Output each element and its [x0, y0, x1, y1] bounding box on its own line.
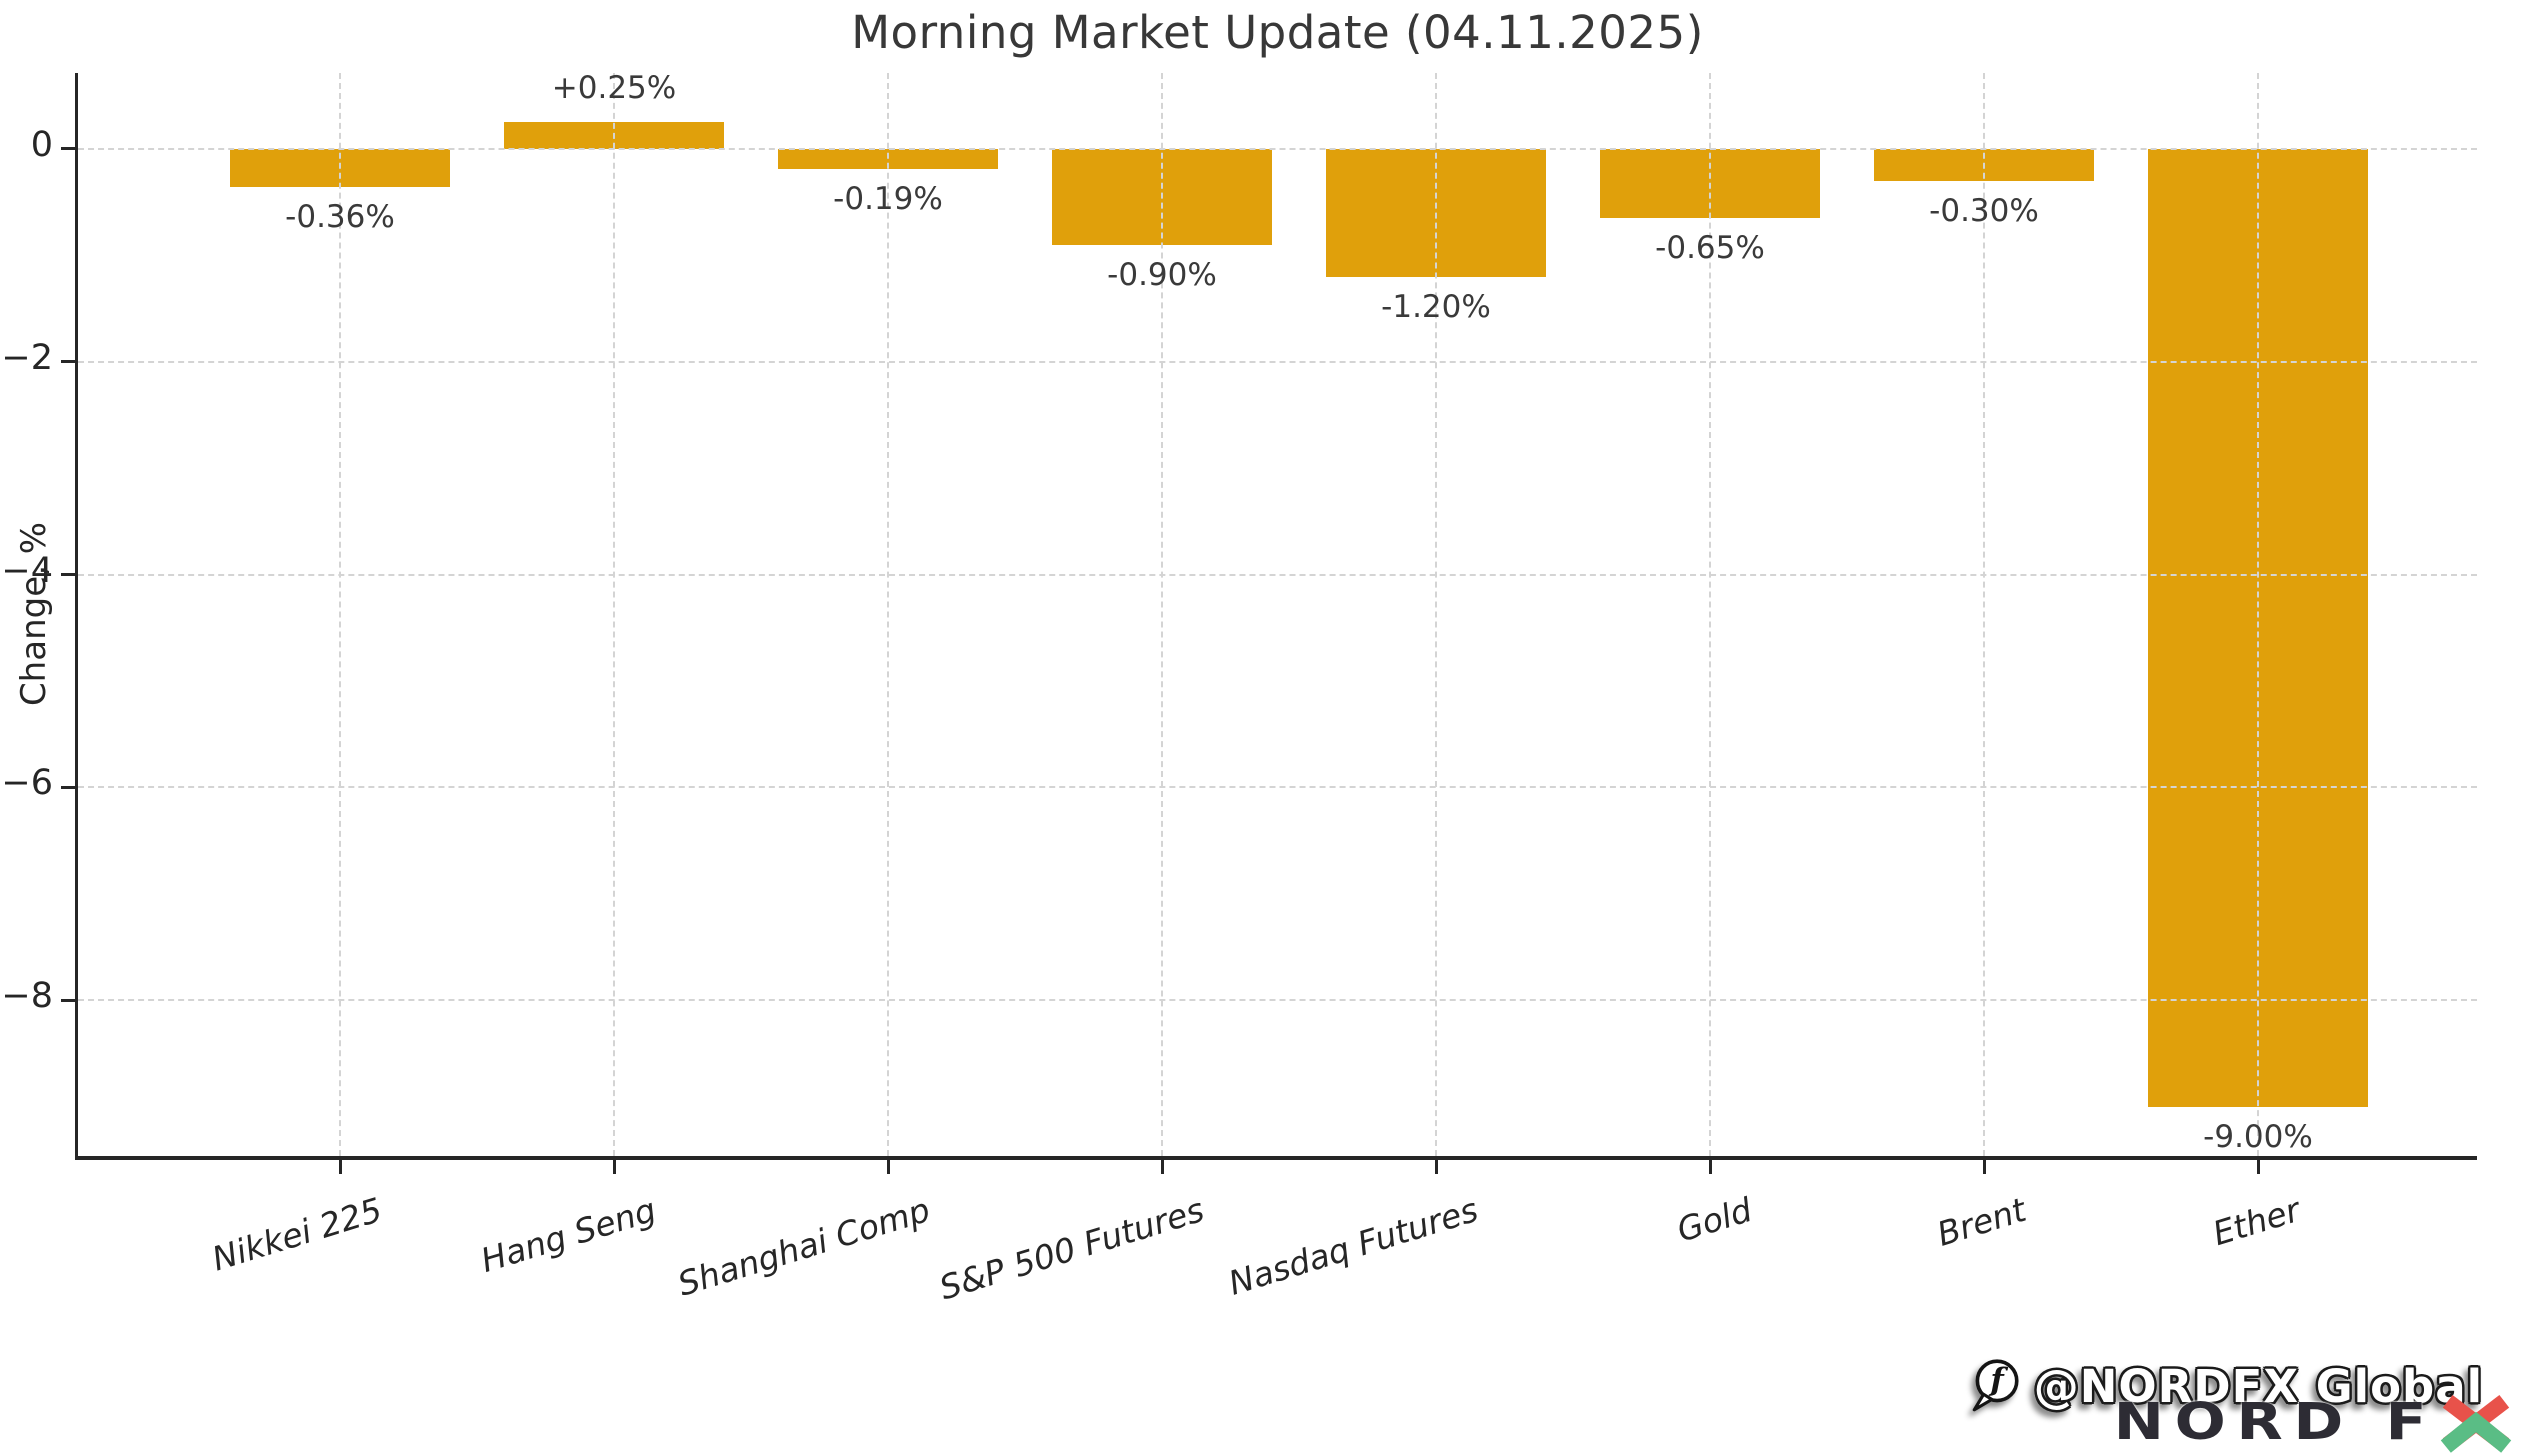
x-grid-line: [1983, 73, 1985, 1156]
bar-value-label: +0.25%: [551, 70, 677, 107]
x-tick-mark: [1434, 1160, 1438, 1174]
x-tick-mark: [2256, 1160, 2260, 1174]
y-tick-label: −2: [1, 337, 53, 378]
x-tick-mark: [1708, 1160, 1712, 1174]
y-tick-mark: [61, 573, 75, 577]
chart-title: Morning Market Update (04.11.2025): [851, 6, 1704, 59]
y-grid-line: [78, 360, 2477, 363]
bar-value-label: -0.36%: [285, 199, 395, 236]
nordfx-logo: NORD F: [1966, 1393, 2512, 1453]
y-tick-label: −6: [1, 763, 53, 804]
y-grid-line: [78, 147, 2477, 150]
x-grid-line: [613, 73, 615, 1156]
x-tick-mark: [338, 1160, 342, 1174]
plot-area: 0 −2 −4 −6 −8 -0.36% Nikkei 225 +0.25% Hang Seng…: [1, 70, 2477, 1307]
x-tick-mark: [886, 1160, 890, 1174]
bar-value-label: -1.20%: [1381, 288, 1491, 325]
bar-value-label: -0.90%: [1107, 256, 1217, 293]
x-grid-line: [887, 73, 889, 1156]
bar-value-label: -0.65%: [1655, 230, 1765, 267]
x-grid-line: [1709, 73, 1711, 1156]
y-grid-line: [78, 999, 2477, 1002]
y-grid-line: [78, 573, 2477, 576]
x-tick-mark: [1160, 1160, 1164, 1174]
y-tick-mark: [61, 998, 75, 1002]
y-tick-mark: [61, 785, 75, 789]
x-grid-line: [339, 73, 341, 1156]
x-grid-line: [1161, 73, 1163, 1156]
svg-text:f: f: [1988, 1362, 2008, 1398]
x-category-label: Nikkei 225: [207, 1190, 387, 1279]
nordfx-logo-text: NORD F: [2113, 1393, 2437, 1452]
bar-value-label: -0.19%: [833, 181, 943, 218]
facebook-handle-row: f @NORDFX Global: [1966, 1357, 2483, 1415]
y-tick-label: 0: [30, 124, 53, 165]
facebook-handle: @NORDFX Global: [2033, 1359, 2483, 1413]
bar-value-label: -9.00%: [2203, 1118, 2313, 1155]
y-tick-label: −4: [1, 550, 53, 591]
logo-x-icon: [2440, 1394, 2512, 1453]
y-axis-label: Change, %: [14, 521, 54, 707]
x-tick-mark: [612, 1160, 616, 1174]
x-tick-mark: [1982, 1160, 1986, 1174]
bar-value-label: -0.30%: [1929, 192, 2039, 229]
y-grid-line: [78, 786, 2477, 789]
y-tick-label: −8: [1, 976, 53, 1017]
facebook-icon: f: [1972, 1359, 2019, 1412]
x-grid-line: [1435, 73, 1437, 1156]
y-tick-mark: [61, 147, 75, 151]
y-tick-mark: [61, 360, 75, 364]
watermark: f @NORDFX Global NORD F: [1966, 1357, 2512, 1453]
x-grid-line: [2257, 73, 2259, 1156]
